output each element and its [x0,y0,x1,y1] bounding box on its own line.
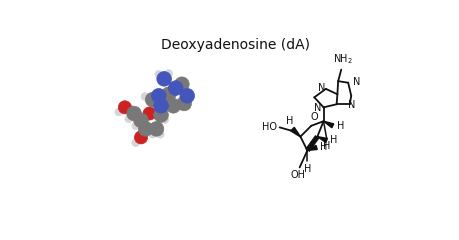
Circle shape [176,96,191,111]
Text: OH: OH [290,170,305,180]
Circle shape [125,104,133,112]
Circle shape [115,108,122,116]
Circle shape [124,115,132,123]
Polygon shape [307,145,317,150]
Text: H: H [336,121,343,131]
Circle shape [132,122,139,130]
Circle shape [161,87,176,102]
Circle shape [179,89,194,103]
Circle shape [174,77,189,91]
Circle shape [155,70,162,78]
Circle shape [157,72,171,86]
Circle shape [164,70,172,77]
Polygon shape [291,127,300,137]
Text: H: H [285,116,293,126]
Circle shape [138,122,153,136]
Circle shape [156,131,164,138]
Text: N: N [347,100,354,110]
Text: NH$_2$: NH$_2$ [332,52,352,66]
Text: H: H [330,135,337,145]
Polygon shape [323,121,333,128]
Text: Deoxyadenosine (dA): Deoxyadenosine (dA) [161,38,309,52]
Text: N: N [352,77,359,87]
Circle shape [153,98,168,113]
Circle shape [166,98,180,113]
Circle shape [148,131,156,138]
Circle shape [151,89,166,103]
Text: N: N [318,83,325,93]
Circle shape [168,81,183,96]
Text: H: H [320,142,327,152]
Polygon shape [317,137,327,143]
Text: H: H [303,164,310,174]
Circle shape [141,93,148,100]
Circle shape [153,108,168,122]
Circle shape [127,106,141,121]
Text: HO: HO [262,122,277,132]
Circle shape [134,131,147,144]
Circle shape [118,101,131,114]
Text: O: O [310,112,318,122]
Text: H: H [322,141,330,151]
Circle shape [161,116,168,124]
Circle shape [145,92,160,107]
Text: N: N [314,103,321,113]
Circle shape [132,139,139,147]
Circle shape [143,107,156,120]
Circle shape [134,113,148,128]
Circle shape [149,122,163,136]
